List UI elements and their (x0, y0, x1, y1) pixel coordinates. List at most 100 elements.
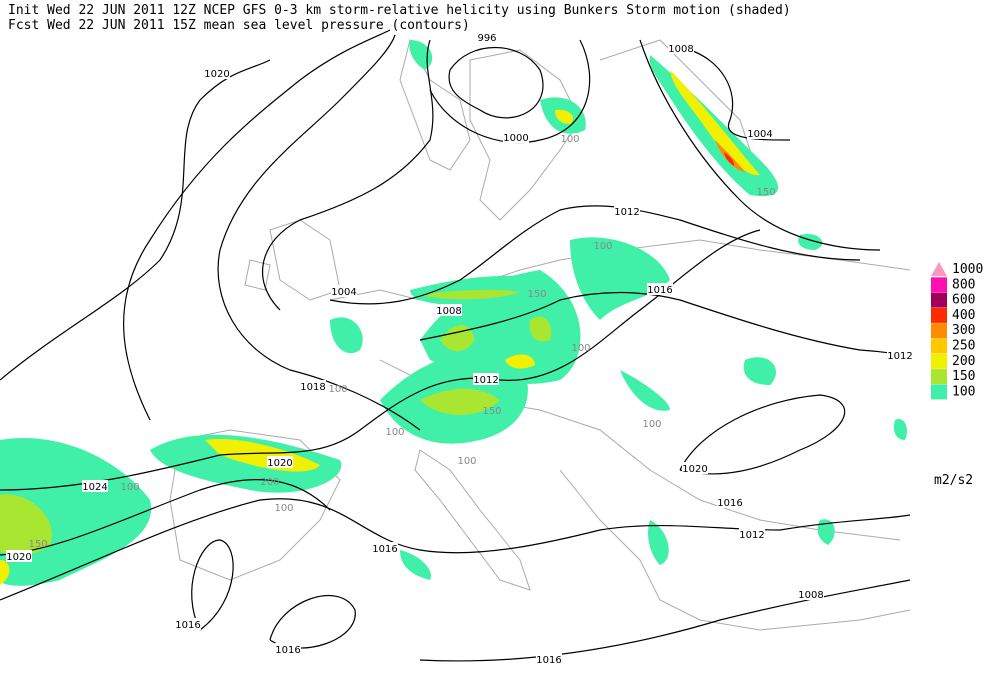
contour-label-bg (6, 550, 32, 562)
legend-label: 150 (952, 369, 975, 384)
legend-swatch (931, 277, 947, 293)
coastlines (169, 38, 911, 631)
legend-label: 300 (952, 323, 975, 338)
shade-area (620, 370, 670, 411)
legend-swatch (931, 292, 947, 308)
shade-area (724, 152, 735, 166)
contour-label: 1024 (82, 482, 107, 493)
legend-unit: m2/s2 (934, 473, 973, 488)
shade-area (330, 317, 363, 354)
legend-swatch (931, 369, 947, 385)
shading-label: 150 (28, 539, 47, 550)
legend-label: 800 (952, 277, 975, 292)
shading-label: 100 (385, 427, 404, 438)
shade-area (817, 519, 835, 545)
contour-label-bg (717, 496, 743, 508)
contour-label: 1004 (331, 287, 356, 298)
legend-swatch (931, 323, 947, 339)
shading-label: 200 (260, 477, 279, 488)
contour-label: 1012 (887, 351, 912, 362)
contour-label-bg (275, 643, 301, 655)
header-line: Init Wed 22 JUN 2011 12Z NCEP GFS 0-3 km… (8, 3, 791, 18)
shade-area (555, 109, 574, 124)
shade-area (0, 560, 10, 585)
legend-label: 200 (952, 354, 975, 369)
contour-label: 1012 (614, 207, 639, 218)
contour-label-bg (614, 205, 640, 217)
shade-area (420, 270, 581, 384)
shade-area (529, 316, 552, 342)
shade-area (0, 494, 52, 555)
legend-label: 600 (952, 293, 975, 308)
header-line: Fcst Wed 22 JUN 2011 15Z mean sea level … (8, 18, 470, 33)
shade-area (743, 357, 776, 385)
shade-area (420, 388, 500, 415)
shading-label: 100 (457, 456, 476, 467)
contour-labels: 996 1000 1004 1008 1012 1012 1016 1018 1020 1020 1… (6, 31, 913, 666)
contour-label: 1000 (503, 133, 528, 144)
shade-area (420, 289, 520, 300)
contour-label: 1004 (747, 129, 772, 140)
legend-label: 400 (952, 308, 975, 323)
contour-label-bg (647, 283, 673, 295)
contour-label-bg (300, 380, 326, 392)
contour-label: 1012 (739, 530, 764, 541)
contour-label-bg (436, 304, 462, 316)
contour-label-bg (739, 528, 765, 540)
contour-label: 1012 (473, 375, 498, 386)
contour-label: 1008 (668, 44, 693, 55)
shading-label: 100 (593, 241, 612, 252)
shade-area (409, 40, 433, 70)
contour-label-bg (798, 588, 824, 600)
contour-label: 1018 (300, 382, 325, 393)
contour-label-bg (536, 653, 562, 665)
contour-label-bg (887, 349, 913, 361)
shading-label: 150 (482, 406, 501, 417)
contour-label-bg (473, 373, 499, 385)
contour-label: 1020 (682, 464, 707, 475)
contour-label-bg (503, 131, 529, 143)
legend-swatch (931, 307, 947, 323)
legend-swatch (931, 353, 947, 369)
legend-label: 250 (952, 339, 975, 354)
shading-label: 100 (274, 503, 293, 514)
contour-label: 1016 (275, 645, 300, 656)
shading-label: 100 (571, 343, 590, 354)
shade-area (400, 550, 431, 580)
contour-label-bg (682, 462, 708, 474)
legend-swatch (931, 384, 947, 400)
shade-area (150, 434, 342, 493)
shade-area (670, 70, 760, 176)
shade-area (893, 419, 907, 440)
shading-label: 100 (560, 134, 579, 145)
shading-label: 100 (328, 384, 347, 395)
contour-label-bg (204, 67, 230, 79)
contour-label-bg (175, 618, 201, 630)
legend-label: 1000 (952, 262, 983, 277)
contour-label-bg (82, 480, 108, 492)
contour-label: 996 (477, 33, 496, 44)
legend-swatch (931, 262, 947, 276)
shade-area (505, 354, 535, 369)
contour-label: 1008 (436, 306, 461, 317)
legend-label: 100 (952, 384, 975, 399)
contour-label-bg (372, 542, 398, 554)
shade-area (715, 140, 745, 172)
contour-label-bg (474, 31, 500, 43)
contour-label: 1016 (536, 655, 561, 666)
shade-area (570, 237, 670, 320)
contour-label: 1016 (647, 285, 672, 296)
shade-area (440, 325, 475, 352)
contour-label: 1020 (6, 552, 31, 563)
shading-label: 150 (527, 289, 546, 300)
contour-label-bg (668, 42, 694, 54)
contour-label: 1020 (204, 69, 229, 80)
contour-label: 1016 (175, 620, 200, 631)
contour-label-bg (267, 456, 293, 468)
contour-label: 1008 (798, 590, 823, 601)
shading-label: 100 (642, 419, 661, 430)
contour-label-bg (747, 127, 773, 139)
contour-label: 1016 (372, 544, 397, 555)
shading-label: 100 (120, 482, 139, 493)
